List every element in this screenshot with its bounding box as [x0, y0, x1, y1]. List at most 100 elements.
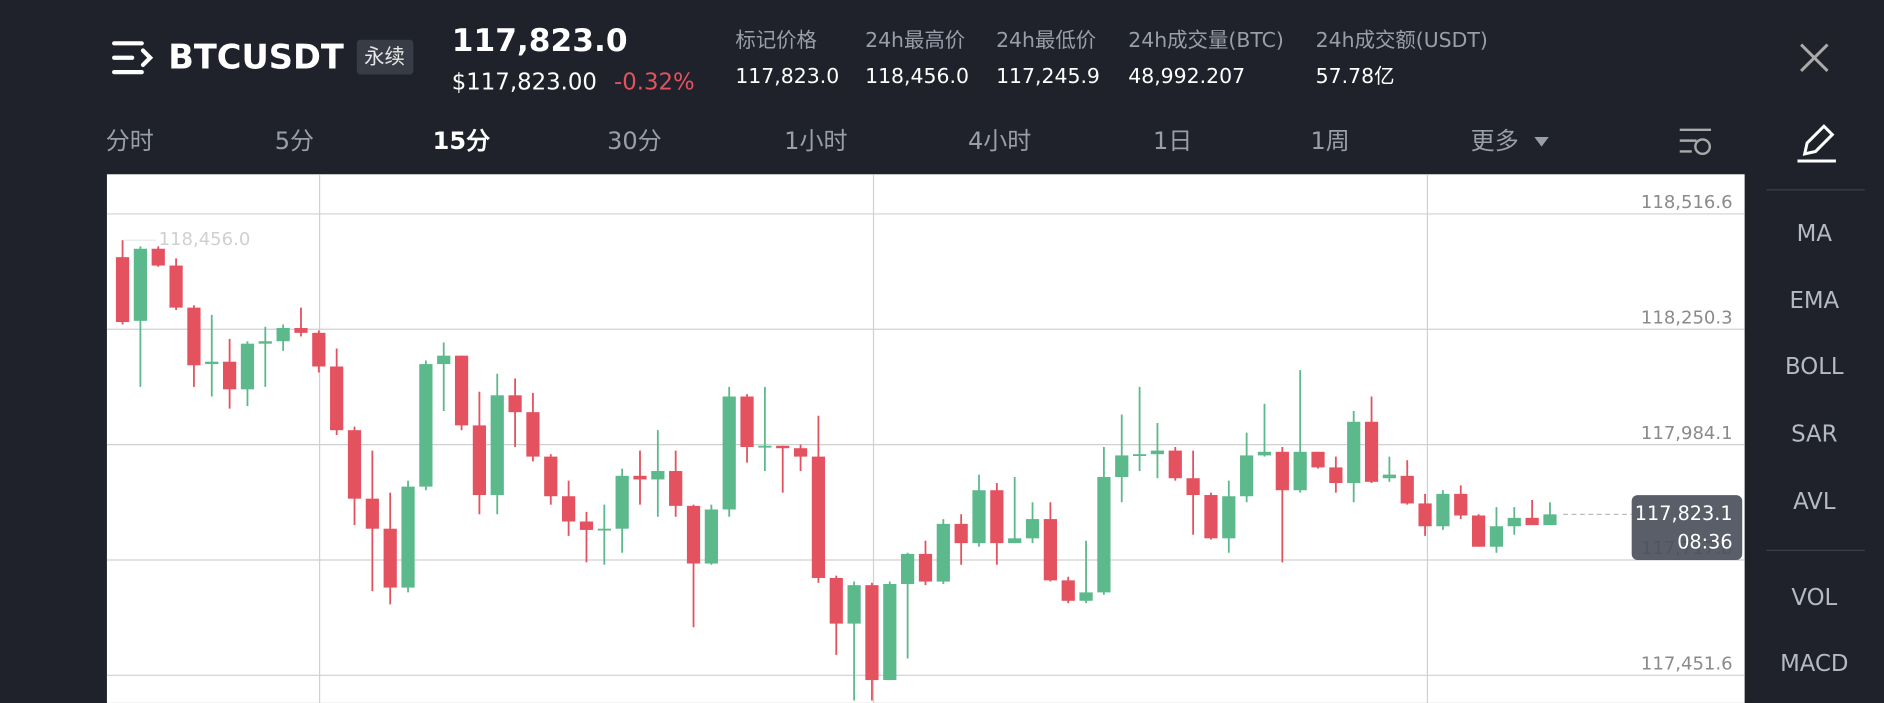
candle-body [1347, 421, 1361, 484]
chart-area [106, 174, 1745, 703]
indicator[interactable]: EMA [1789, 288, 1839, 314]
change: -0.32% [614, 69, 695, 95]
candle-body [740, 396, 754, 447]
candle-body [990, 490, 1004, 544]
candle-body [1329, 467, 1343, 484]
candle-body [1240, 455, 1254, 497]
indicator[interactable]: MACD [1780, 651, 1848, 677]
timeframe-tab[interactable]: 更多 [1471, 127, 1519, 155]
symbol[interactable]: BTCUSDT [168, 37, 344, 76]
timeframe-tab[interactable]: 1日 [1153, 127, 1192, 155]
candle-body [1132, 454, 1147, 456]
candle-body [294, 328, 308, 333]
candle-body [1186, 478, 1200, 496]
stat-label: 24h成交额(USDT) [1316, 28, 1488, 52]
candle-body [758, 445, 772, 448]
candle-body [847, 585, 861, 624]
candle-body [954, 523, 968, 544]
dropdown-arrow [1534, 137, 1549, 147]
candle-body [1097, 477, 1111, 593]
timeframe-tab[interactable]: 分时 [106, 127, 154, 155]
candle-body [1115, 455, 1129, 478]
candle-body [562, 496, 576, 522]
indicator[interactable]: AVL [1793, 489, 1836, 515]
candle-body [1025, 519, 1040, 539]
candle-body [472, 425, 487, 496]
candle-body [669, 471, 683, 506]
y-tick-label: 118,250.3 [1641, 307, 1733, 328]
candle-body [312, 332, 326, 367]
candle-body [1008, 538, 1022, 544]
candle-body [1507, 517, 1521, 527]
indicator[interactable]: VOL [1791, 585, 1837, 611]
candle-body [1400, 475, 1414, 504]
candle-body [544, 456, 558, 497]
stat-value: 48,992.207 [1128, 64, 1245, 88]
candle-body [1257, 451, 1272, 456]
menu-icon[interactable] [112, 41, 154, 75]
candle-body [347, 430, 362, 499]
candle-body [722, 396, 736, 510]
candle-body [133, 248, 148, 321]
candle-body [776, 445, 790, 449]
candle-body [223, 361, 237, 390]
indicator[interactable]: MA [1797, 221, 1833, 247]
close-icon[interactable] [1800, 43, 1829, 73]
candle-body [508, 395, 522, 413]
candle-body [1382, 474, 1396, 479]
candle-body [1525, 517, 1539, 526]
timeframe-tab[interactable]: 30分 [607, 127, 662, 155]
candle-body [258, 341, 272, 344]
y-tick-label: 117,984.1 [1641, 423, 1733, 444]
stat-label: 24h最低价 [996, 28, 1096, 52]
last-price: 117,823.0 [452, 23, 628, 59]
candle-body [901, 553, 915, 584]
candle-body [1150, 450, 1165, 455]
indicator[interactable]: SAR [1791, 422, 1838, 448]
contract: 永续 [364, 45, 405, 69]
candle-body [1204, 495, 1218, 539]
timeframe-tab[interactable]: 15分 [433, 127, 490, 155]
contract-badge [356, 39, 414, 75]
candle-body [1489, 526, 1504, 547]
candle-body [1043, 519, 1057, 581]
candle-body [401, 486, 415, 588]
stat-label: 标记价格 [735, 28, 817, 52]
candle-body [1061, 580, 1075, 601]
candle-body [1293, 451, 1307, 491]
candle-body [883, 583, 897, 681]
candle-body [1418, 503, 1432, 527]
candle-body [1364, 421, 1379, 482]
draw-icon[interactable] [1797, 124, 1836, 163]
candle-body [169, 265, 183, 308]
settings-icon[interactable] [1679, 128, 1711, 156]
candle-body [1436, 493, 1450, 527]
candle-body [936, 523, 950, 582]
high-label: 118,456.0 [159, 229, 251, 250]
stat-value: 117,823.0 [735, 64, 839, 88]
stat-value: 118,456.0 [865, 64, 969, 88]
candle-body [454, 355, 469, 426]
stat-label: 24h最高价 [865, 28, 965, 52]
stat-label: 24h成交量(BTC) [1128, 28, 1284, 52]
candle-body [579, 521, 594, 530]
stat-value: 57.78亿 [1316, 64, 1395, 88]
candle-body [205, 361, 219, 365]
candle-body [1543, 514, 1557, 526]
candle-body [918, 553, 933, 582]
candle-body [1454, 493, 1468, 516]
stat-value: 117,245.9 [996, 64, 1100, 88]
timeframe-tab[interactable]: 1小时 [784, 127, 847, 155]
candle-body [240, 343, 255, 390]
candle-body [115, 257, 130, 323]
candle-body [1222, 496, 1236, 539]
timeframe-tab[interactable]: 4小时 [968, 127, 1031, 155]
candle-body [490, 395, 504, 496]
timeframe-tab[interactable]: 1周 [1310, 127, 1349, 155]
timeframe-tab[interactable]: 5分 [275, 127, 314, 155]
candle-body [829, 577, 843, 624]
candle-body [615, 475, 629, 529]
indicator[interactable]: BOLL [1785, 354, 1844, 380]
